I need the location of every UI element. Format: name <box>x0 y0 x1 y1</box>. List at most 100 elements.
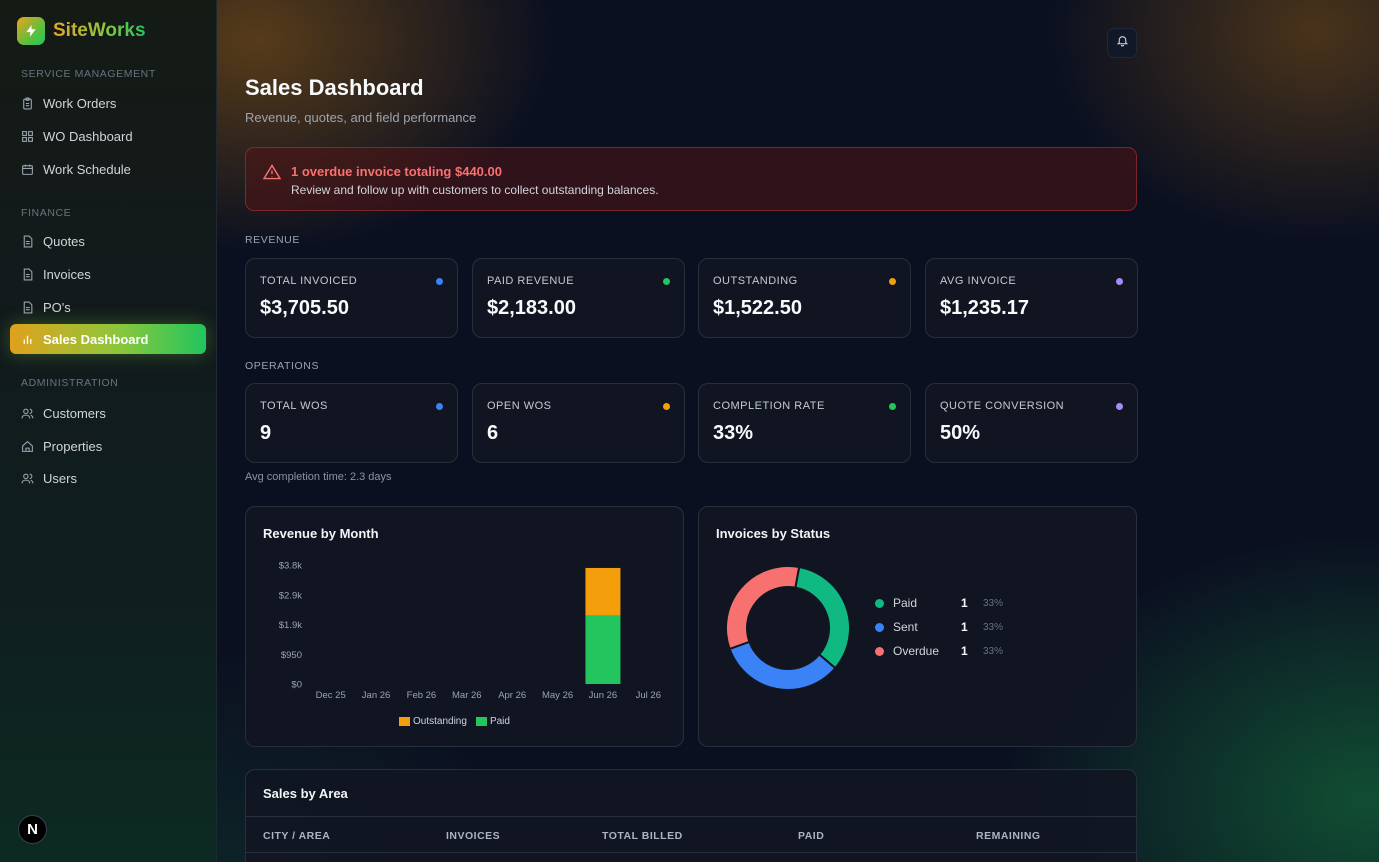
column-header-invoices[interactable]: INVOICES <box>446 830 501 842</box>
legend-dot <box>875 622 884 632</box>
bar-outstanding <box>585 567 621 616</box>
page-title: Sales Dashboard <box>245 75 424 100</box>
brand-name: SiteWorks <box>53 20 146 41</box>
kpi-label: OPEN WOS <box>487 400 552 412</box>
kpi-value: 50% <box>940 422 981 444</box>
kpi-label: AVG INVOICE <box>940 275 1017 287</box>
bar-paid <box>585 615 621 684</box>
column-header-total-billed[interactable]: TOTAL BILLED <box>602 830 683 842</box>
sidebar-item-invoices[interactable]: Invoices <box>10 259 206 289</box>
kpi-open-wos: OPEN WOS 6 <box>472 383 685 463</box>
revenue-bar-chart: $0 $950 $1.9k $2.9k $3.8k Dec 25 Jan 26 Feb 26 M… <box>279 561 661 702</box>
kpi-completion-rate: COMPLETION RATE 33% <box>698 383 911 463</box>
x-tick-label: Jan 26 <box>362 690 391 701</box>
sidebar-item-label: Properties <box>43 438 103 454</box>
legend-count: 1 <box>961 644 968 658</box>
kpi-value: 9 <box>260 422 272 444</box>
sidebar-item-properties[interactable]: Properties <box>10 431 206 461</box>
document-icon <box>21 301 34 314</box>
kpi-label: OUTSTANDING <box>713 275 798 287</box>
sidebar-item-label: Invoices <box>43 266 91 282</box>
kpi-label: COMPLETION RATE <box>713 400 825 412</box>
donut-slice-overdue <box>725 565 801 651</box>
chart-legend: Outstanding Paid <box>399 716 510 727</box>
kpi-label: TOTAL WOS <box>260 400 328 412</box>
sidebar-item-wo-dashboard[interactable]: WO Dashboard <box>10 121 206 151</box>
legend-pct: 33% <box>983 621 1004 633</box>
clipboard-icon <box>21 97 34 110</box>
kpi-label: TOTAL INVOICED <box>260 275 358 287</box>
sidebar-item-label: Users <box>43 470 77 486</box>
notifications-button[interactable] <box>1107 28 1137 58</box>
sidebar-item-label: Work Orders <box>43 95 117 111</box>
sidebar-item-sales-dashboard[interactable]: Sales Dashboard <box>10 324 206 354</box>
kpi-total-wos: TOTAL WOS 9 <box>245 383 458 463</box>
sidebar: SiteWorks SERVICE MANAGEMENT Work Orders… <box>0 0 217 862</box>
sidebar-item-work-orders[interactable]: Work Orders <box>10 88 206 118</box>
status-dot <box>889 278 896 285</box>
sidebar-item-pos[interactable]: PO's <box>10 292 206 322</box>
main-content: Sales Dashboard Revenue, quotes, and fie… <box>217 0 1379 862</box>
section-revenue: REVENUE <box>245 234 300 246</box>
legend-label: Outstanding <box>413 716 467 727</box>
kpi-label: PAID REVENUE <box>487 275 575 287</box>
users-icon <box>21 407 34 420</box>
kpi-quote-conversion: QUOTE CONVERSION 50% <box>925 383 1138 463</box>
legend-pct: 33% <box>983 597 1004 609</box>
warning-icon <box>262 164 282 185</box>
legend-item-sent: Sent 1 33% <box>875 620 1015 634</box>
kpi-paid-revenue: PAID REVENUE $2,183.00 <box>472 258 685 338</box>
donut-slice-sent <box>728 640 837 691</box>
status-dot <box>436 278 443 285</box>
grid-icon <box>21 130 34 143</box>
status-dot <box>663 403 670 410</box>
home-icon <box>21 440 34 453</box>
table-title: Sales by Area <box>263 786 348 801</box>
nav-section-service-management: SERVICE MANAGEMENT <box>21 68 156 80</box>
sidebar-item-label: Work Schedule <box>43 161 131 177</box>
kpi-avg-invoice: AVG INVOICE $1,235.17 <box>925 258 1138 338</box>
x-tick-label: May 26 <box>542 690 573 701</box>
legend-count: 1 <box>961 596 968 610</box>
kpi-value: 33% <box>713 422 754 444</box>
bar-chart-icon <box>21 333 34 346</box>
page-subtitle: Revenue, quotes, and field performance <box>245 110 477 125</box>
column-header-city[interactable]: CITY / AREA <box>263 830 331 842</box>
legend-swatch-paid <box>475 717 487 726</box>
x-tick-label: Jun 26 <box>589 690 618 701</box>
sidebar-item-users[interactable]: Users <box>10 463 206 493</box>
chart-title: Revenue by Month <box>263 526 379 541</box>
legend-label: Sent <box>893 620 918 634</box>
x-tick-label: Feb 26 <box>407 690 437 701</box>
status-dot <box>1116 403 1123 410</box>
column-header-remaining[interactable]: REMAINING <box>976 830 1041 842</box>
alert-description: Review and follow up with customers to c… <box>291 183 659 197</box>
x-tick-label: Apr 26 <box>498 690 526 701</box>
section-operations: OPERATIONS <box>245 360 320 372</box>
sales-by-area-panel: Sales by Area CITY / AREA INVOICES TOTAL… <box>245 769 1137 862</box>
x-tick-label: Jul 26 <box>636 690 661 701</box>
x-tick-label: Dec 25 <box>316 690 346 701</box>
invoice-status-donut <box>725 565 851 691</box>
kpi-value: $3,705.50 <box>260 297 349 319</box>
invoices-by-status-panel: Invoices by Status Paid 1 33% Sent 1 33%… <box>698 506 1137 747</box>
sidebar-item-label: PO's <box>43 299 71 315</box>
sidebar-item-label: Customers <box>43 405 106 421</box>
brand[interactable]: SiteWorks <box>17 17 146 45</box>
legend-item-paid: Paid 1 33% <box>875 596 1015 610</box>
document-icon <box>21 235 34 248</box>
sidebar-item-label: Quotes <box>43 233 85 249</box>
kpi-value: $1,522.50 <box>713 297 802 319</box>
nav-section-finance: FINANCE <box>21 207 72 219</box>
framework-badge[interactable]: N <box>18 815 47 844</box>
legend-pct: 33% <box>983 645 1004 657</box>
sidebar-item-work-schedule[interactable]: Work Schedule <box>10 154 206 184</box>
table-header: CITY / AREA INVOICES TOTAL BILLED PAID R… <box>246 816 1136 853</box>
legend-label: Paid <box>893 596 918 610</box>
sidebar-item-quotes[interactable]: Quotes <box>10 226 206 256</box>
column-header-paid[interactable]: PAID <box>798 830 825 842</box>
status-dot <box>1116 278 1123 285</box>
sidebar-item-customers[interactable]: Customers <box>10 398 206 428</box>
document-icon <box>21 268 34 281</box>
legend-count: 1 <box>961 620 968 634</box>
